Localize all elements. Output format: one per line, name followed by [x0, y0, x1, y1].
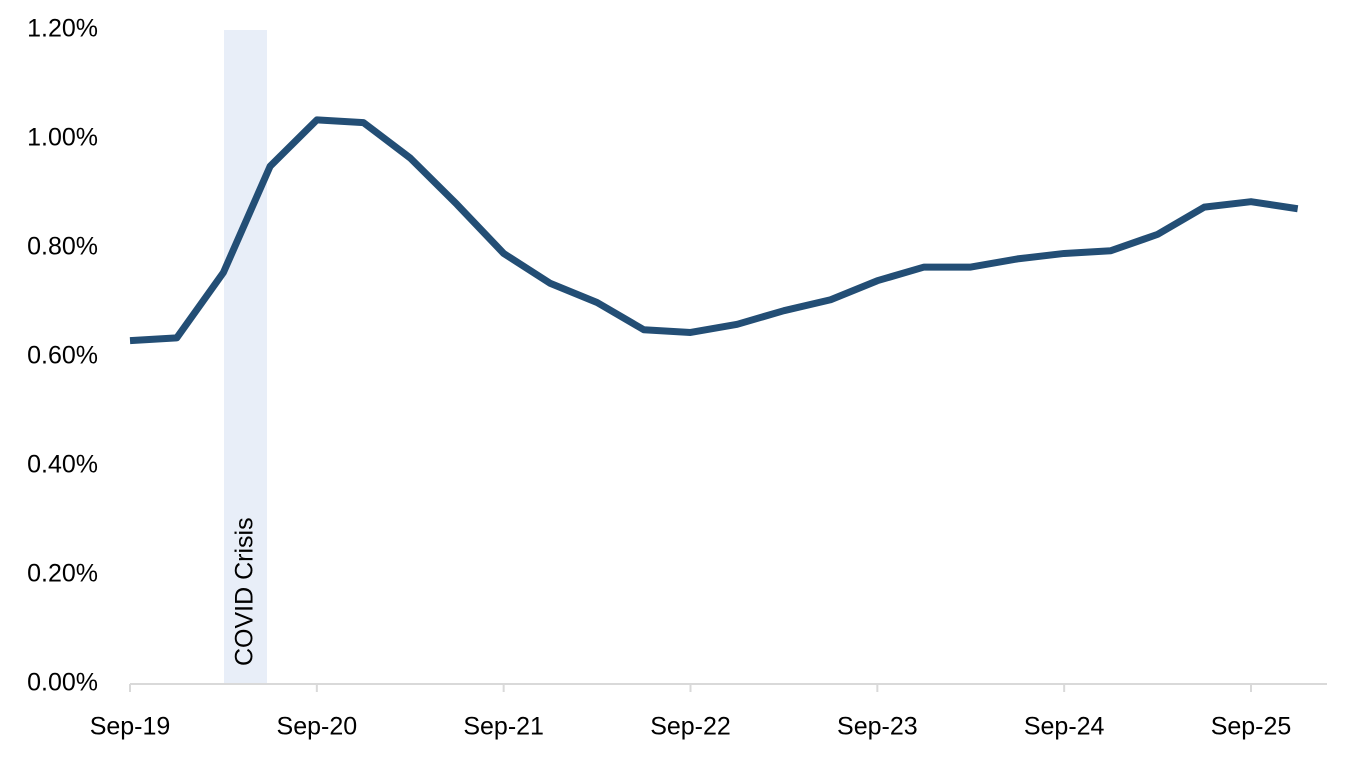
x-tick-label: Sep-19 [90, 713, 171, 741]
x-tick-label: Sep-22 [650, 713, 731, 741]
x-tick-label: Sep-21 [463, 713, 544, 741]
y-tick-label: 0.40% [27, 451, 98, 479]
x-tick-label: Sep-20 [277, 713, 358, 741]
y-tick-label: 0.00% [27, 669, 98, 697]
x-tick-label: Sep-24 [1024, 713, 1105, 741]
covid-band [224, 30, 267, 684]
y-tick-label: 1.00% [27, 124, 98, 152]
y-tick-label: 0.80% [27, 233, 98, 261]
y-tick-label: 0.60% [27, 342, 98, 370]
x-tick-label: Sep-25 [1211, 713, 1292, 741]
x-tick-label: Sep-23 [837, 713, 918, 741]
annotation: COVID Crisis [231, 517, 259, 666]
y-tick-label: 1.20% [27, 15, 98, 43]
y-tick-label: 0.20% [27, 560, 98, 588]
line [129, 116, 1299, 345]
